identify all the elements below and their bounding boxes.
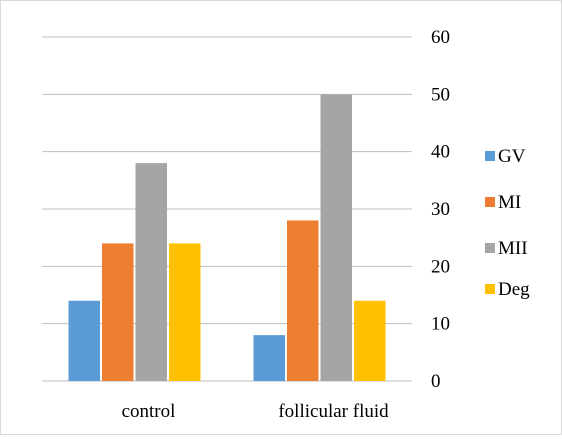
y-tick-label: 30 [431, 199, 450, 220]
bar-mii-follicular-fluid [320, 94, 352, 381]
bar-deg-control [169, 243, 201, 381]
legend-swatch-mii [485, 243, 495, 253]
legend-label-deg: Deg [498, 279, 530, 300]
y-tick-label: 20 [431, 256, 450, 277]
bar-deg-follicular-fluid [354, 300, 386, 381]
bar-mi-follicular-fluid [287, 220, 319, 381]
legend-swatch-gv [485, 151, 495, 161]
legend-label-gv: GV [498, 146, 526, 167]
y-tick-label: 40 [431, 142, 450, 163]
y-tick-label: 50 [431, 84, 450, 105]
bar-gv-control [68, 300, 100, 381]
x-category-label: follicular fluid [278, 401, 389, 422]
y-axis-tick-labels: 0 10 20 30 40 50 60 [431, 27, 450, 392]
bar-mii-control [135, 163, 167, 381]
bar-mi-control [102, 243, 134, 381]
legend-label-mii: MII [498, 238, 528, 259]
bars [68, 94, 386, 381]
x-axis-category-labels: control follicular fluid [122, 401, 390, 422]
y-tick-label: 10 [431, 314, 450, 335]
y-tick-label: 0 [431, 371, 441, 392]
legend: GV MI MII Deg [485, 146, 530, 300]
bar-gv-follicular-fluid [253, 335, 285, 381]
legend-swatch-mi [485, 197, 495, 207]
legend-swatch-deg [485, 284, 495, 294]
x-category-label: control [122, 401, 176, 422]
legend-label-mi: MI [498, 192, 521, 213]
y-tick-label: 60 [431, 27, 450, 48]
